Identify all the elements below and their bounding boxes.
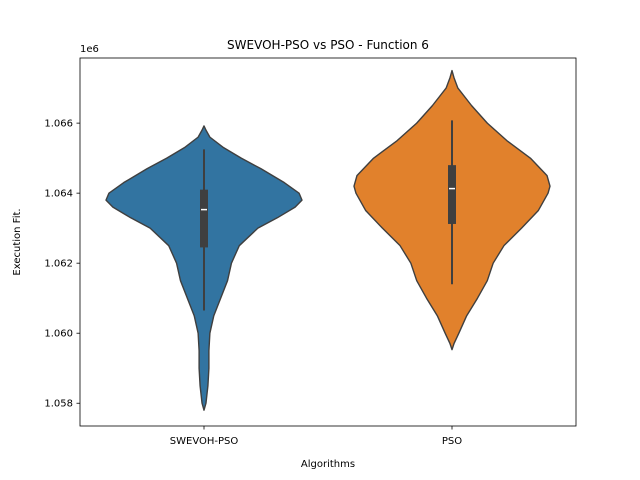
x-tick-label: PSO	[442, 436, 462, 447]
y-tick-label: 1.060	[44, 329, 73, 340]
y-tick-label: 1.064	[44, 189, 73, 200]
y-tick-label: 1.066	[44, 119, 73, 130]
violin-iqr-box	[200, 189, 208, 248]
y-tick-label: 1.058	[44, 399, 73, 410]
violin-iqr-box	[448, 165, 456, 224]
x-tick-label: SWEVOH-PSO	[170, 436, 239, 447]
violin-layer	[105, 69, 551, 411]
y-axis-offset-label: 1e6	[80, 44, 99, 55]
chart-title: SWEVOH-PSO vs PSO - Function 6	[227, 38, 429, 52]
y-axis-label: Execution Fit.	[12, 208, 23, 275]
y-tick-label: 1.062	[44, 259, 73, 270]
y-axis: 1.058 1.060 1.062 1.064 1.066	[44, 119, 80, 410]
plot-frame	[79, 57, 577, 427]
x-axis-label: Algorithms	[301, 459, 355, 470]
x-axis: SWEVOH-PSO PSO	[170, 426, 462, 447]
